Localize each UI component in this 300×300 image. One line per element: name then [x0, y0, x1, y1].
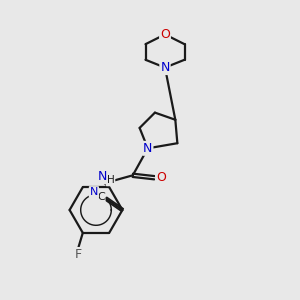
- Text: N: N: [143, 142, 152, 155]
- Text: N: N: [90, 187, 98, 197]
- Text: N: N: [160, 61, 170, 74]
- Text: O: O: [160, 28, 170, 41]
- Text: O: O: [156, 171, 166, 184]
- Text: H: H: [107, 176, 115, 185]
- Text: N: N: [98, 170, 107, 183]
- Text: F: F: [75, 248, 82, 261]
- Text: C: C: [97, 191, 105, 202]
